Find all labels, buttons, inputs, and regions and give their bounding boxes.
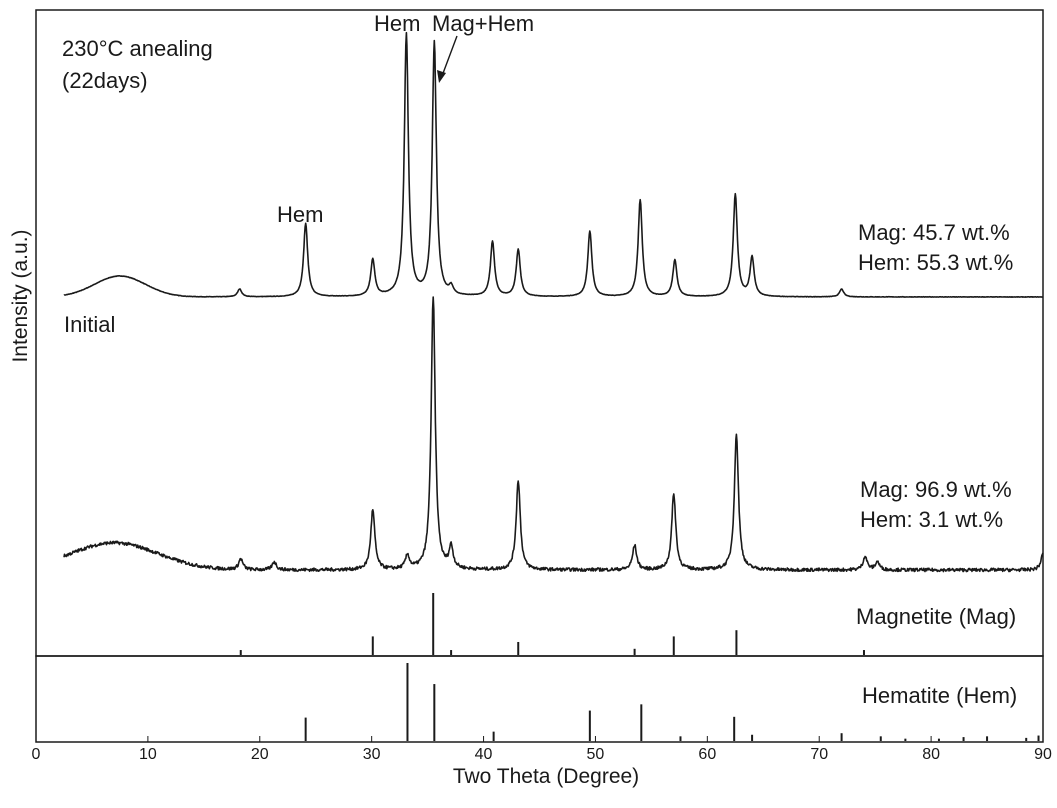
x-axis-ticks: 0 10 20 30 40 50 60 70 80 90 (32, 736, 1052, 763)
x-tick-label-0: 0 (32, 746, 41, 763)
hematite-reference-label: Hematite (Hem) (862, 683, 1017, 708)
x-tick-label-10: 10 (139, 746, 157, 763)
diffraction-traces (63, 31, 1044, 573)
x-tick-label-60: 60 (698, 746, 716, 763)
x-tick-label-20: 20 (251, 746, 269, 763)
upper-plot-frame (35, 9, 1044, 657)
annealed-condition-label-line2: (22days) (62, 68, 148, 93)
x-tick-label-90: 90 (1034, 746, 1052, 763)
peak-label-hem-24: Hem (277, 202, 323, 227)
x-tick-label-50: 50 (587, 746, 605, 763)
initial-label: Initial (64, 312, 115, 337)
peak-label-mag-hem-35: Mag+Hem (432, 11, 534, 36)
annealed-composition-hem: Hem: 55.3 wt.% (858, 250, 1013, 275)
peak-label-hem-33: Hem (374, 11, 420, 36)
initial-composition-hem: Hem: 3.1 wt.% (860, 507, 1003, 532)
lower-plot-frame (35, 655, 1044, 743)
series-line-initial (63, 296, 1044, 573)
x-tick-label-70: 70 (810, 746, 828, 763)
magnetite-reference-label: Magnetite (Mag) (856, 604, 1016, 629)
initial-composition-mag: Mag: 96.9 wt.% (860, 477, 1012, 502)
annealed-composition-mag: Mag: 45.7 wt.% (858, 220, 1010, 245)
x-tick-label-40: 40 (475, 746, 493, 763)
x-tick-label-30: 30 (363, 746, 381, 763)
annealed-condition-label-line1: 230°C anealing (62, 36, 213, 61)
reference-stick-patterns (239, 593, 1040, 741)
series-line-annealed (63, 31, 1044, 298)
mag-hem-arrow (437, 35, 458, 83)
x-tick-label-80: 80 (922, 746, 940, 763)
x-axis-title: Two Theta (Degree) (453, 765, 639, 788)
y-axis-title: Intensity (a.u.) (9, 229, 32, 362)
